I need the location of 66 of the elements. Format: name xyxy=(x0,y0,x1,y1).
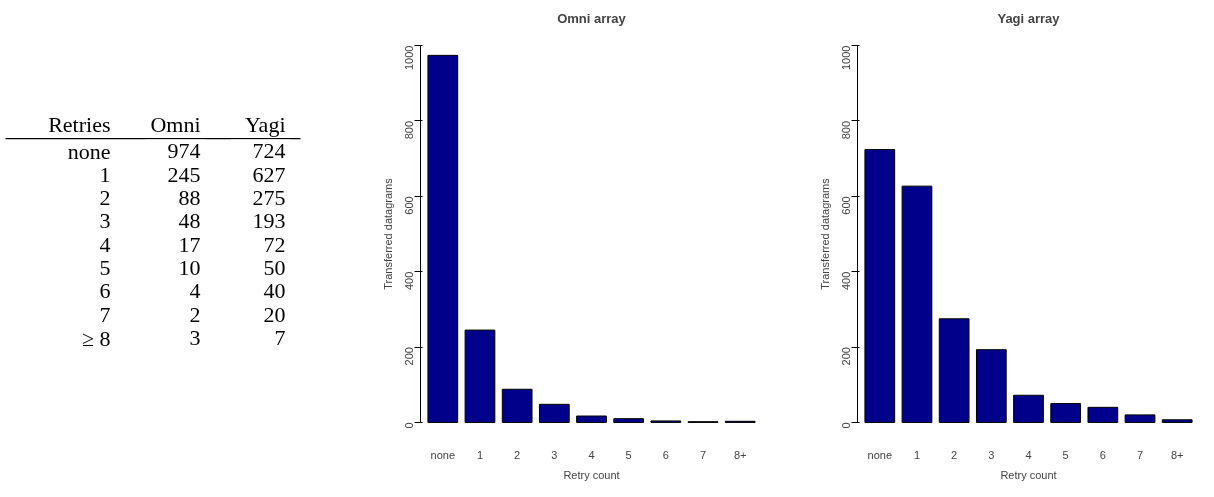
data-label: 17 xyxy=(178,231,201,257)
data-label: 88 xyxy=(178,184,201,210)
data-label: 48 xyxy=(178,208,201,234)
y-tick-label: 600 xyxy=(403,196,416,215)
x-axis-title: Retry count xyxy=(563,468,620,481)
chart-title: Omni array xyxy=(557,10,627,26)
data-label: 10 xyxy=(178,254,201,280)
x-tick-label: 8+ xyxy=(733,448,747,461)
data-label: 627 xyxy=(252,161,286,187)
x-tick-label: 3 xyxy=(551,448,558,461)
x-tick-label: Omni xyxy=(150,112,201,138)
data-label: 193 xyxy=(252,208,286,234)
y-tick-label: 0 xyxy=(840,422,853,429)
data-label: 724 xyxy=(252,138,286,164)
x-tick-label: none xyxy=(867,448,893,461)
x-tick-label: 4 xyxy=(1025,448,1032,461)
x-tick-label: none xyxy=(430,448,456,461)
x-tick-label: 5 xyxy=(625,448,632,461)
x-tick-label: 7 xyxy=(1136,448,1144,461)
y-tick-label: 200 xyxy=(403,347,416,366)
data-label: 245 xyxy=(167,161,201,187)
y-axis-title: Retries xyxy=(48,112,111,138)
y-axis-title: Transferred datagrams xyxy=(818,177,831,290)
data-label: 3 xyxy=(189,325,201,350)
data-label: 40 xyxy=(263,278,286,304)
y-tick-label: 1 xyxy=(99,161,111,187)
y-tick-label: 4 xyxy=(99,231,111,257)
y-tick-label: 800 xyxy=(403,120,416,140)
y-tick-label: 200 xyxy=(840,347,853,366)
y-tick-label: 600 xyxy=(840,196,853,215)
y-tick-label: 6 xyxy=(99,278,111,304)
y-tick-label: 400 xyxy=(840,271,853,291)
y-tick-label: 2 xyxy=(99,184,111,210)
chart-title: Yagi array xyxy=(997,10,1061,26)
y-tick-label: 3 xyxy=(99,208,111,234)
x-tick-label: 1 xyxy=(476,448,484,461)
x-tick-label: 6 xyxy=(1099,448,1106,461)
data-label: 275 xyxy=(252,184,286,210)
y-tick-label: 1000 xyxy=(840,45,853,71)
y-tick-label: 7 xyxy=(99,301,111,327)
data-label: 974 xyxy=(167,138,201,164)
x-tick-label: 5 xyxy=(1062,448,1069,461)
data-label: 72 xyxy=(263,231,286,257)
x-tick-label: 1 xyxy=(913,448,921,461)
y-tick-label: 0 xyxy=(403,422,416,429)
y-tick-label: 5 xyxy=(99,254,111,280)
x-tick-label: 7 xyxy=(699,448,707,461)
y-axis-title: Transferred datagrams xyxy=(381,177,394,290)
data-label: 4 xyxy=(189,278,201,304)
data-label: 20 xyxy=(263,301,286,327)
x-tick-label: 6 xyxy=(662,448,669,461)
y-tick-label: 400 xyxy=(403,271,416,291)
data-label: 2 xyxy=(189,301,201,327)
y-tick-label: none xyxy=(67,138,111,164)
y-tick-label: ≥ 8 xyxy=(81,325,111,351)
y-tick-label: 800 xyxy=(840,120,853,140)
data-label: 50 xyxy=(263,254,286,280)
data-label: 7 xyxy=(274,325,286,350)
x-axis-title: Retry count xyxy=(1000,468,1057,481)
x-tick-label: Yagi xyxy=(244,112,286,138)
x-tick-label: 2 xyxy=(514,448,521,461)
x-tick-label: 4 xyxy=(588,448,595,461)
x-tick-label: 3 xyxy=(988,448,995,461)
y-tick-label: 1000 xyxy=(403,45,416,71)
x-tick-label: 2 xyxy=(951,448,958,461)
x-tick-label: 8+ xyxy=(1170,448,1184,461)
